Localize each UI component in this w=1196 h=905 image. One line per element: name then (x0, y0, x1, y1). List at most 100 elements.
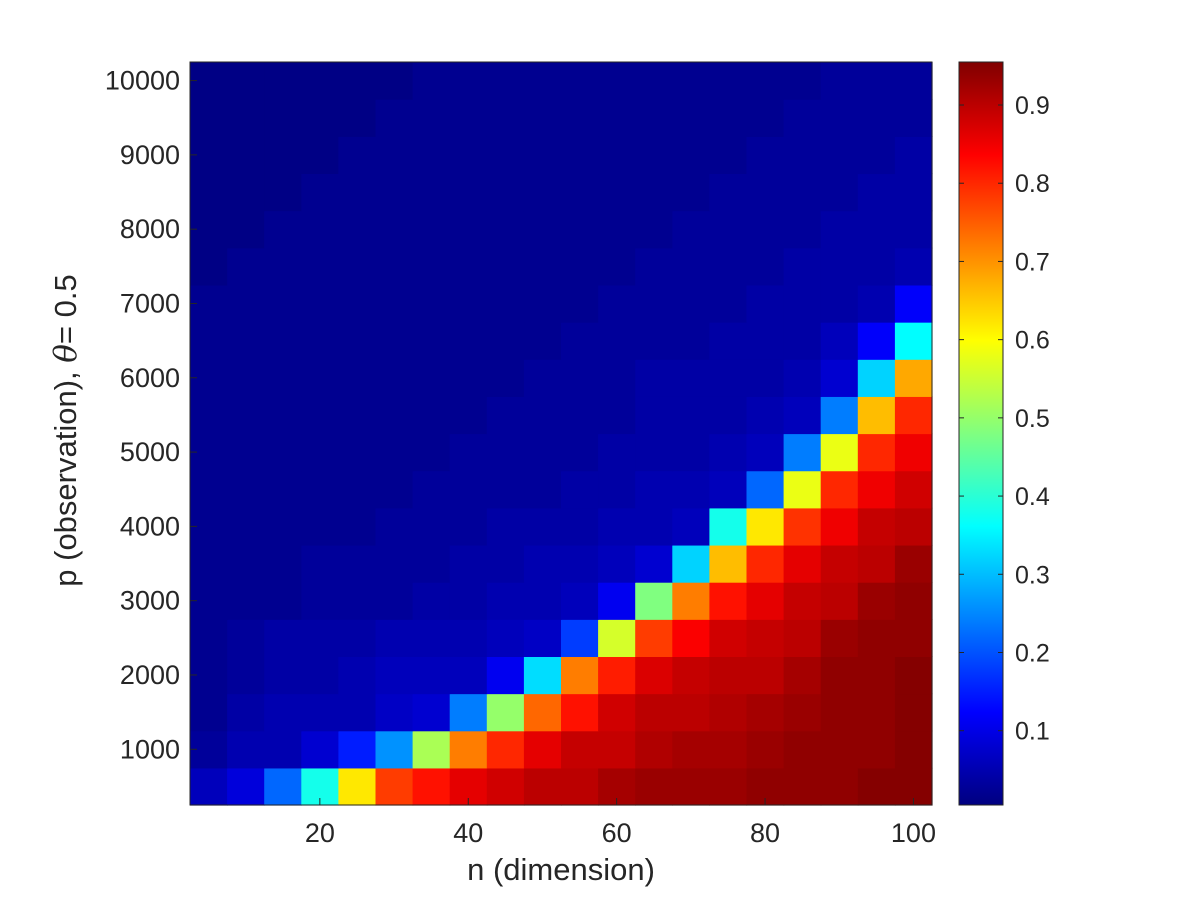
heatmap-cell (561, 136, 599, 175)
heatmap-cell (783, 544, 822, 583)
heatmap-cell (486, 582, 525, 620)
heatmap-cell (598, 62, 636, 100)
heatmap-cell (894, 433, 933, 472)
heatmap-cell (857, 62, 896, 100)
heatmap-cell (338, 730, 377, 769)
colorbar-tick-label: 0.1 (1015, 718, 1050, 746)
heatmap-cell (301, 730, 339, 769)
heatmap-cell (820, 582, 859, 620)
heatmap-cell (783, 210, 822, 249)
heatmap-cell (523, 136, 562, 175)
heatmap-cell (264, 247, 302, 286)
heatmap-cell (338, 359, 377, 397)
heatmap-cell (820, 507, 859, 546)
heatmap-cell (190, 470, 228, 509)
heatmap-cell (635, 470, 673, 509)
heatmap-cell (598, 582, 636, 620)
heatmap-cell (375, 322, 414, 360)
colorbar-tick-label: 0.3 (1015, 561, 1050, 589)
heatmap-cell (523, 173, 562, 212)
heatmap-cell (783, 767, 822, 806)
heatmap-cell (486, 99, 525, 137)
heatmap-cell (412, 99, 451, 137)
heatmap-cell (894, 247, 933, 286)
heatmap-cell (709, 173, 748, 212)
heatmap-cell (598, 136, 636, 175)
heatmap-cell (486, 396, 525, 435)
heatmap-cell (820, 730, 859, 769)
heatmap-cell (301, 582, 339, 620)
heatmap-cell (783, 396, 822, 435)
heatmap-cell (375, 656, 414, 695)
heatmap-cell (561, 396, 599, 435)
y-axis-label-suffix: = 0.5 (48, 274, 83, 344)
heatmap-cell (857, 730, 896, 769)
heatmap-cell (227, 136, 265, 175)
heatmap-cell (894, 173, 933, 212)
heatmap-cell (746, 507, 785, 546)
heatmap-cell (264, 62, 302, 100)
x-tick-label: 80 (750, 818, 780, 848)
heatmap-cell (523, 507, 562, 546)
heatmap-cell (894, 210, 933, 249)
heatmap-cell (301, 284, 339, 323)
heatmap-cell (709, 136, 748, 175)
heatmap-cell (561, 693, 599, 732)
heatmap-cell (820, 544, 859, 583)
heatmap-cell (449, 247, 488, 286)
heatmap-cell (672, 99, 710, 137)
heatmap-cell (894, 582, 933, 620)
heatmap-cell (264, 656, 302, 695)
heatmap-cell (894, 396, 933, 435)
heatmap-cell (412, 173, 451, 212)
heatmap-cell (709, 210, 748, 249)
heatmap-cell (857, 582, 896, 620)
heatmap-cell (227, 730, 265, 769)
heatmap-cell (709, 433, 748, 472)
heatmap-cell (449, 173, 488, 212)
heatmap-cell (486, 136, 525, 175)
y-tick-label: 10000 (105, 66, 180, 96)
heatmap-cell (375, 173, 414, 212)
heatmap-cell (672, 730, 710, 769)
heatmap-cell (227, 693, 265, 732)
heatmap-cell (523, 62, 562, 100)
heatmap-cell (338, 173, 377, 212)
heatmap-cell (338, 582, 377, 620)
y-tick-label: 7000 (120, 288, 180, 318)
colorbar: 0.1 0.2 0.3 0.4 0.5 0.6 0.7 0.8 0.9 (958, 61, 1050, 806)
heatmap-cell (301, 322, 339, 360)
heatmap-cell (857, 767, 896, 806)
heatmap-cell (301, 99, 339, 137)
heatmap-cell (264, 433, 302, 472)
heatmap-cell (338, 210, 377, 249)
heatmap-cell (227, 210, 265, 249)
heatmap-cell (190, 544, 228, 583)
heatmap-cell (783, 62, 822, 100)
heatmap-cell (301, 507, 339, 546)
heatmap-cell (486, 507, 525, 546)
x-tick-label: 60 (602, 818, 632, 848)
heatmap-cell (375, 507, 414, 546)
heatmap-cell (820, 767, 859, 806)
heatmap-cell (857, 359, 896, 397)
heatmap-cell (301, 433, 339, 472)
heatmap-cell (672, 656, 710, 695)
heatmap-cell (672, 173, 710, 212)
heatmap-cell (227, 396, 265, 435)
heatmap-cell (264, 730, 302, 769)
y-axis-label: p (observation), θ= 0.5 (48, 274, 84, 586)
heatmap-cell (894, 284, 933, 323)
heatmap-cell (412, 470, 451, 509)
heatmap-cell (227, 507, 265, 546)
heatmap-cell (598, 619, 636, 657)
heatmap-cell (783, 247, 822, 286)
heatmap-cell (227, 62, 265, 100)
heatmap-cell (709, 767, 748, 806)
heatmap-cell (598, 544, 636, 583)
heatmap-cell (783, 619, 822, 657)
heatmap-cell (857, 322, 896, 360)
heatmap-cell (598, 656, 636, 695)
heatmap-cell (746, 544, 785, 583)
heatmap-cell (820, 396, 859, 435)
